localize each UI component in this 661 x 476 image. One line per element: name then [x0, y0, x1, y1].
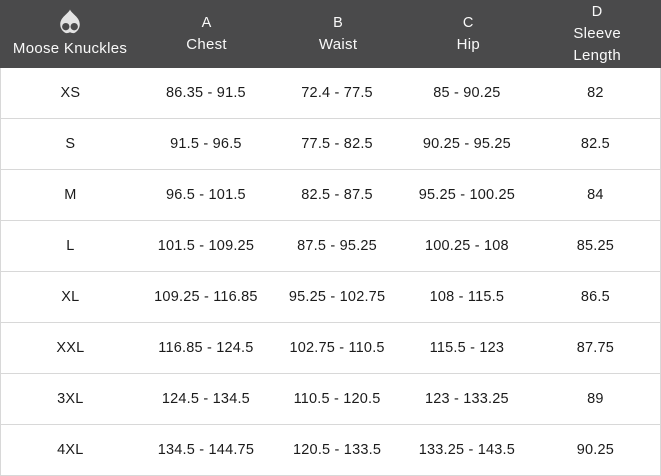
chest-cell: 101.5 - 109.25 [157, 238, 255, 254]
table-row-s: S 91.5 - 96.5 77.5 - 82.5 90.25 - 95.25 … [1, 119, 660, 170]
column-label: Chest [186, 36, 227, 53]
sleeve-cell: 86.5 [580, 289, 610, 305]
column-label: Waist [318, 36, 358, 53]
waist-cell: 110.5 - 120.5 [293, 391, 381, 407]
chest-cell: 91.5 - 96.5 [170, 136, 242, 152]
column-label: Hip [456, 36, 480, 53]
table-row-xl: XL 109.25 - 116.85 95.25 - 102.75 108 - … [1, 272, 660, 323]
sleeve-cell: 82.5 [580, 136, 610, 152]
size-cell: XS [60, 85, 81, 101]
waist-cell: 95.25 - 102.75 [288, 289, 386, 305]
table-row-xxl: XXL 116.85 - 124.5 102.75 - 110.5 115.5 … [1, 323, 660, 374]
chest-cell: 86.35 - 91.5 [166, 85, 246, 101]
chest-cell: 116.85 - 124.5 [158, 340, 254, 356]
column-letter: D [591, 4, 603, 20]
waist-cell: 87.5 - 95.25 [297, 238, 377, 254]
waist-cell: 102.75 - 110.5 [289, 340, 385, 356]
hip-cell: 123 - 133.25 [424, 391, 509, 407]
chest-cell: 109.25 - 116.85 [154, 289, 258, 305]
hip-cell: 90.25 - 95.25 [422, 136, 511, 152]
waist-cell: 72.4 - 77.5 [301, 85, 373, 101]
sleeve-cell: 82 [587, 85, 604, 101]
sleeve-cell: 87.75 [576, 340, 615, 356]
chest-cell: 96.5 - 101.5 [166, 187, 246, 203]
column-letter: C [462, 15, 474, 31]
table-row-m: M 96.5 - 101.5 82.5 - 87.5 95.25 - 100.2… [1, 170, 660, 221]
table-row-xs: XS 86.35 - 91.5 72.4 - 77.5 85 - 90.25 8… [1, 68, 660, 119]
size-cell: L [66, 238, 75, 254]
column-header-chest: A Chest [140, 0, 273, 68]
sleeve-cell: 89 [587, 391, 604, 407]
size-cell: 3XL [57, 391, 84, 407]
hip-cell: 100.25 - 108 [424, 238, 509, 254]
table-row-4xl: 4XL 134.5 - 144.75 120.5 - 133.5 133.25 … [1, 425, 660, 476]
chest-cell: 124.5 - 134.5 [161, 391, 250, 407]
waist-cell: 82.5 - 87.5 [301, 187, 373, 203]
moose-knuckles-logo-icon [60, 9, 80, 33]
column-header-waist: B Waist [273, 0, 403, 68]
sleeve-cell: 90.25 [576, 442, 615, 458]
sleeve-cell: 85.25 [576, 238, 615, 254]
hip-cell: 115.5 - 123 [429, 340, 505, 356]
column-label: Sleeve Length [573, 25, 622, 64]
size-cell: M [64, 187, 77, 203]
waist-cell: 120.5 - 133.5 [293, 442, 382, 458]
table-body: XS 86.35 - 91.5 72.4 - 77.5 85 - 90.25 8… [0, 68, 661, 476]
table-row-3xl: 3XL 124.5 - 134.5 110.5 - 120.5 123 - 13… [1, 374, 660, 425]
chest-cell: 134.5 - 144.75 [157, 442, 255, 458]
table-row-l: L 101.5 - 109.25 87.5 - 95.25 100.25 - 1… [1, 221, 660, 272]
size-cell: XXL [56, 340, 85, 356]
waist-cell: 77.5 - 82.5 [301, 136, 373, 152]
size-cell: S [65, 136, 76, 152]
brand-name: Moose Knuckles [12, 39, 128, 57]
hip-cell: 95.25 - 100.25 [418, 187, 516, 203]
sleeve-cell: 84 [587, 187, 604, 203]
table-header: Moose Knuckles A Chest B Waist C Hip D S… [0, 0, 661, 68]
hip-cell: 85 - 90.25 [433, 85, 501, 101]
hip-cell: 108 - 115.5 [429, 289, 505, 305]
column-letter: B [333, 15, 344, 31]
brand-header-cell: Moose Knuckles [0, 0, 140, 68]
column-header-sleeve-length: D Sleeve Length [533, 0, 661, 68]
hip-cell: 133.25 - 143.5 [418, 442, 516, 458]
size-cell: XL [61, 289, 80, 305]
size-cell: 4XL [57, 442, 84, 458]
column-letter: A [201, 15, 212, 31]
column-header-hip: C Hip [403, 0, 533, 68]
